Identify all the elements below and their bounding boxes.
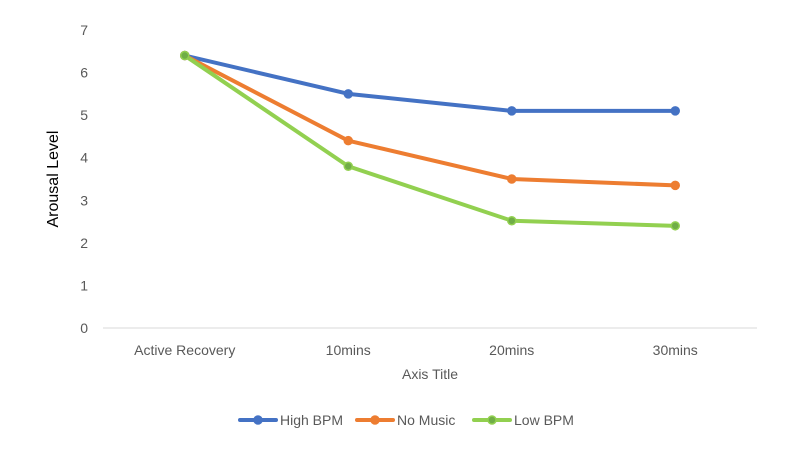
data-point [343, 89, 353, 99]
legend: High BPM No Music Low BPM [238, 412, 574, 428]
legend-marker [487, 415, 497, 425]
y-tick-label: 6 [80, 65, 88, 81]
y-tick-label: 0 [80, 320, 88, 336]
legend-label: No Music [397, 412, 455, 428]
y-tick-label: 5 [80, 107, 88, 123]
data-point [343, 135, 353, 146]
series-line-0 [182, 53, 678, 113]
series-line-1 [182, 53, 678, 188]
x-tick-label: 30mins [653, 342, 698, 358]
series-layer [180, 50, 680, 231]
x-tick-label: 10mins [326, 342, 371, 358]
x-axis-title: Axis Title [402, 366, 458, 382]
legend-label: High BPM [280, 412, 343, 428]
data-point [180, 50, 190, 61]
y-axis-title: Arousal Level [45, 131, 62, 228]
x-axis-ticks: Active Recovery 10mins 20mins 30mins [134, 342, 698, 358]
x-tick-label: 20mins [489, 342, 534, 358]
y-tick-label: 7 [80, 22, 88, 38]
data-point [507, 174, 517, 184]
data-point [670, 106, 680, 116]
y-tick-label: 2 [80, 235, 88, 251]
legend-label: Low BPM [514, 412, 574, 428]
series-line-2 [182, 53, 678, 228]
data-point [343, 161, 353, 171]
data-point [507, 215, 517, 226]
y-tick-label: 3 [80, 192, 88, 208]
y-tick-label: 4 [80, 150, 88, 166]
data-point [670, 180, 680, 191]
legend-marker [253, 415, 263, 425]
data-point [507, 106, 517, 116]
x-tick-label: Active Recovery [134, 342, 235, 358]
legend-marker [370, 415, 380, 425]
y-tick-label: 1 [80, 277, 88, 293]
data-point [670, 221, 680, 231]
y-axis-ticks: 0 1 2 3 4 5 6 7 [80, 22, 88, 336]
